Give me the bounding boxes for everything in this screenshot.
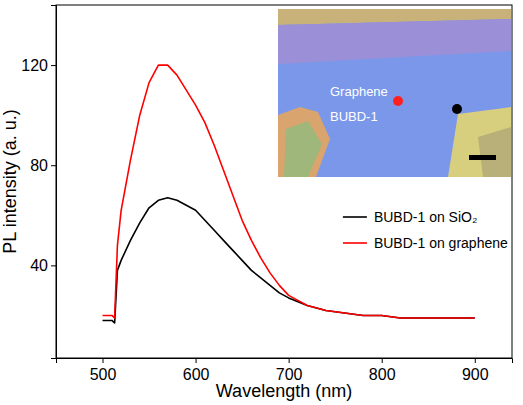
- x-axis-title: Wavelength (nm): [216, 381, 352, 401]
- x-axis: 500 600 700 800 900: [57, 358, 513, 383]
- x-axis-line: [57, 359, 513, 364]
- inset: Graphene BUBD-1: [278, 9, 511, 177]
- x-tick-label: 500: [90, 366, 117, 383]
- chart: 500 600 700 800 900 40 80 120 Graphene BUBD-1 BUBD…: [0, 0, 523, 405]
- x-tick-label: 800: [369, 366, 396, 383]
- y-tick-mark: [51, 165, 56, 166]
- legend-label: BUBD-1 on graphene: [374, 235, 508, 251]
- x-tick-label: 900: [462, 366, 489, 383]
- inset-graphene: [278, 19, 511, 64]
- x-tick: 700: [276, 358, 303, 383]
- inset-label: Graphene: [330, 84, 388, 99]
- y-tick-label: 40: [30, 257, 48, 274]
- inset-scale-bar: [469, 155, 496, 160]
- x-tick: 500: [90, 358, 117, 383]
- x-tick-mark: [382, 358, 383, 363]
- x-tick-mark: [475, 358, 476, 363]
- y-tick-mark: [51, 265, 56, 266]
- x-tick-label: 600: [183, 366, 210, 383]
- y-tick: 120: [21, 57, 56, 74]
- inset-flake: [284, 121, 322, 177]
- inset-image: [278, 9, 511, 177]
- plot: 500 600 700 800 900 40 80 120 Graphene BUBD-1 BUBD…: [21, 5, 512, 383]
- legend-label: BUBD-1 on SiO₂: [374, 209, 477, 225]
- legend-swatch: [343, 242, 367, 244]
- legend-item: BUBD-1 on SiO₂: [343, 209, 477, 225]
- x-tick-mark: [196, 358, 197, 363]
- inset-label: BUBD-1: [330, 109, 378, 124]
- x-tick: 600: [183, 358, 210, 383]
- inset-spot: [393, 96, 403, 106]
- y-tick-mark: [51, 65, 56, 66]
- plot-frame: [56, 5, 512, 358]
- y-tick-label: 80: [30, 157, 48, 174]
- legend: BUBD-1 on SiO₂ BUBD-1 on graphene: [343, 209, 508, 251]
- inset-substrate: [278, 9, 511, 177]
- inset-spot: [452, 104, 462, 114]
- y-axis-title: PL intensity (a. u.): [0, 109, 20, 253]
- inset-flake: [448, 107, 511, 177]
- inset-flake: [478, 127, 511, 177]
- x-tick: 900: [462, 358, 489, 383]
- y-axis-line: [51, 6, 57, 359]
- y-tick-label: 120: [21, 57, 48, 74]
- x-tick-mark: [103, 358, 104, 363]
- y-tick: 80: [30, 157, 56, 174]
- x-tick: 800: [369, 358, 396, 383]
- y-tick: 40: [30, 257, 56, 274]
- legend-swatch: [343, 216, 367, 218]
- inset-flake: [278, 107, 330, 177]
- y-axis: 40 80 120: [21, 6, 56, 359]
- legend-item: BUBD-1 on graphene: [343, 235, 508, 251]
- x-tick-mark: [289, 358, 290, 363]
